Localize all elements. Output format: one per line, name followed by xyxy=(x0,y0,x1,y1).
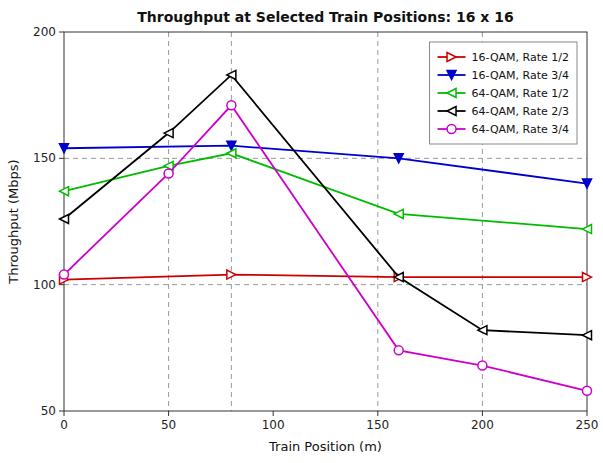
y-tick-label: 100 xyxy=(33,278,56,292)
legend-item: 64-QAM, Rate 2/3 xyxy=(438,105,569,118)
x-tick xyxy=(273,411,274,416)
point xyxy=(583,179,592,188)
legend-item: 16-QAM, Rate 1/2 xyxy=(438,51,569,64)
axes: 0 50 100 150 200 250 50 100 150 200 xyxy=(33,25,598,432)
x-tick xyxy=(64,411,65,416)
point xyxy=(394,346,403,355)
series xyxy=(60,141,592,188)
series-line xyxy=(64,275,587,280)
reference-lines xyxy=(64,32,587,411)
x-tick xyxy=(482,411,483,416)
point xyxy=(227,270,236,279)
point xyxy=(164,129,173,138)
point xyxy=(227,149,236,158)
legend-swatch-marker xyxy=(447,107,456,116)
legend-label: 64-QAM, Rate 1/2 xyxy=(472,87,569,100)
legend-label: 64-QAM, Rate 3/4 xyxy=(472,123,569,136)
x-tick-label: 150 xyxy=(366,418,389,432)
point xyxy=(583,386,592,395)
y-tick-label: 200 xyxy=(33,25,56,39)
point xyxy=(394,154,403,163)
legend-item: 16-QAM, Rate 3/4 xyxy=(438,69,569,82)
hline xyxy=(64,158,587,159)
vline xyxy=(168,32,169,411)
legend-swatch-marker xyxy=(447,89,456,98)
point xyxy=(478,326,487,335)
legend-swatch-marker xyxy=(447,125,456,134)
y-tick xyxy=(59,158,64,159)
x-tick-label: 200 xyxy=(471,418,494,432)
legend-box xyxy=(430,42,577,144)
point xyxy=(583,225,592,234)
point xyxy=(60,270,69,279)
y-tick-label: 50 xyxy=(41,404,56,418)
y-tick xyxy=(59,411,64,412)
legend-label: 16-QAM, Rate 3/4 xyxy=(472,69,569,82)
series xyxy=(60,149,592,234)
x-tick-label: 250 xyxy=(576,418,599,432)
title: Throughput at Selected Train Positions: … xyxy=(137,9,513,25)
x-axis-label: Train Position (m) xyxy=(268,439,382,454)
legend-item: 64-QAM, Rate 3/4 xyxy=(438,123,569,136)
y-tick-label: 150 xyxy=(33,151,56,165)
point xyxy=(227,101,236,110)
legend-label: 64-QAM, Rate 2/3 xyxy=(472,105,569,118)
y-tick xyxy=(59,32,64,33)
point xyxy=(478,361,487,370)
series-line xyxy=(64,105,587,391)
series-line xyxy=(64,153,587,229)
x-tick xyxy=(377,411,378,416)
point xyxy=(60,214,69,223)
legend-swatch-marker xyxy=(447,53,456,62)
plot-background xyxy=(64,32,587,411)
x-tick-label: 50 xyxy=(161,418,176,432)
legend: 16-QAM, Rate 1/2 16-QAM, Rate 3/4 64-QAM, … xyxy=(430,42,577,144)
point xyxy=(583,331,592,340)
point xyxy=(394,273,403,282)
point xyxy=(164,169,173,178)
chart: 0 50 100 150 200 250 50 100 150 200 Throughput at … xyxy=(0,0,603,463)
point xyxy=(60,187,69,196)
x-tick-label: 0 xyxy=(60,418,68,432)
legend-label: 16-QAM, Rate 1/2 xyxy=(472,51,569,64)
series xyxy=(60,270,592,284)
series xyxy=(60,101,592,396)
series-line xyxy=(64,146,587,184)
x-tick xyxy=(587,411,588,416)
legend-item: 64-QAM, Rate 1/2 xyxy=(438,87,569,100)
point xyxy=(583,273,592,282)
point xyxy=(394,209,403,218)
series-line xyxy=(64,75,587,335)
vline xyxy=(377,32,378,411)
point xyxy=(60,144,69,153)
hline xyxy=(64,284,587,285)
plot-frame xyxy=(64,32,587,411)
series xyxy=(60,70,592,339)
legend-swatch-marker xyxy=(447,71,456,80)
vline xyxy=(231,32,232,411)
y-axis-label: Throughput (Mbps) xyxy=(6,159,21,284)
point xyxy=(227,70,236,79)
x-tick xyxy=(168,411,169,416)
x-tick-label: 100 xyxy=(262,418,285,432)
